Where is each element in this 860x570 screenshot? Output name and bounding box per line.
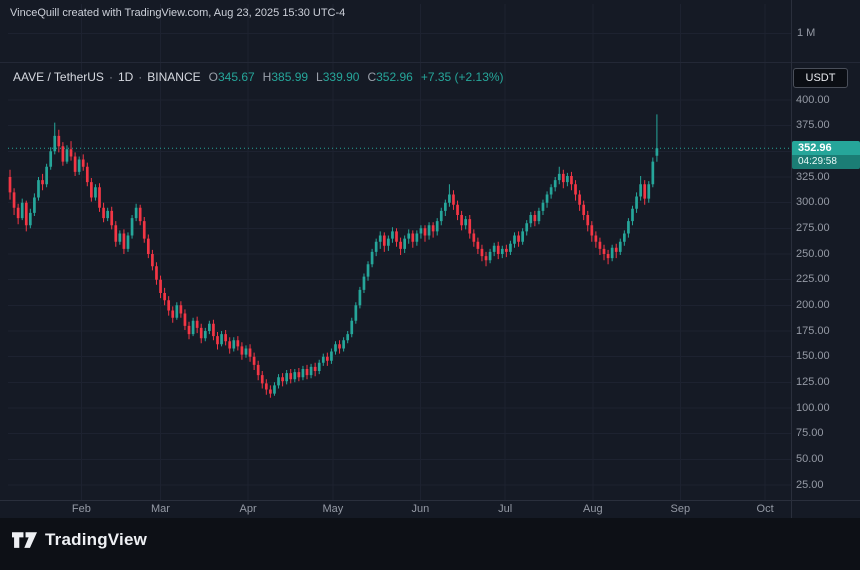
close-label: C: [367, 70, 377, 84]
low-label: L: [316, 70, 323, 84]
price-tick-label: 50.00: [796, 452, 824, 465]
volume-scale-label: 1 M: [797, 27, 816, 39]
price-tick-label: 125.00: [796, 375, 830, 388]
bar-countdown-timer: 04:29:58: [792, 155, 860, 169]
price-tick-label: 25.00: [796, 478, 824, 491]
interval-label[interactable]: 1D: [117, 70, 134, 84]
candlestick-chart[interactable]: [0, 0, 860, 518]
attribution-text: VinceQuill created with TradingView.com,…: [10, 7, 346, 19]
price-tick-label: 175.00: [796, 324, 830, 337]
change-value: +7.35 (+2.13%): [420, 70, 504, 84]
price-axis[interactable]: 1 M USDT 400.00375.00350.00325.00300.002…: [792, 0, 860, 518]
open-label: O: [208, 70, 218, 84]
exchange-label: BINANCE: [147, 70, 201, 84]
time-axis-label: Jun: [411, 503, 430, 515]
price-tick-label: 400.00: [796, 93, 830, 106]
tradingview-wordmark: TradingView: [45, 529, 148, 549]
high-value: 385.99: [271, 70, 309, 84]
price-tick-label: 375.00: [796, 119, 830, 132]
last-price-badge: 352.96 04:29:58: [792, 141, 860, 169]
currency-toggle-button[interactable]: USDT: [793, 68, 848, 88]
last-price-value: 352.96: [792, 141, 860, 155]
legend-separator: ·: [138, 70, 143, 84]
price-tick-label: 250.00: [796, 247, 830, 260]
price-tick-label: 225.00: [796, 273, 830, 286]
time-axis-label: Apr: [239, 503, 257, 515]
time-axis-label: Jul: [498, 503, 513, 515]
price-tick-label: 75.00: [796, 427, 824, 440]
price-tick-label: 100.00: [796, 401, 830, 414]
high-label: H: [262, 70, 272, 84]
close-value: 352.96: [376, 70, 413, 84]
time-axis-label: Mar: [151, 503, 170, 515]
time-axis[interactable]: Feb Mar Apr May Jun Jul Aug Sep Oct: [0, 500, 791, 518]
low-value: 339.90: [322, 70, 360, 84]
price-tick-label: 325.00: [796, 170, 830, 183]
time-axis-label: May: [322, 503, 344, 515]
legend-separator: ·: [108, 70, 113, 84]
time-axis-label: Aug: [583, 503, 603, 515]
time-axis-label: Oct: [756, 503, 774, 515]
symbol-legend[interactable]: AAVE / TetherUS · 1D · BINANCE O345.67 H385.99…: [13, 70, 504, 84]
chart-background: [0, 0, 860, 518]
price-tick-label: 275.00: [796, 221, 830, 234]
time-axis-label: Feb: [71, 503, 91, 515]
time-axis-label: Sep: [670, 503, 691, 515]
tradingview-logo-icon: [12, 532, 37, 548]
open-value: 345.67: [217, 70, 255, 84]
tradingview-logo[interactable]: TradingView: [12, 527, 147, 552]
price-tick-label: 200.00: [796, 298, 830, 311]
price-tick-label: 300.00: [796, 196, 830, 209]
symbol-name[interactable]: AAVE / TetherUS: [13, 70, 104, 84]
price-tick-label: 150.00: [796, 350, 830, 363]
